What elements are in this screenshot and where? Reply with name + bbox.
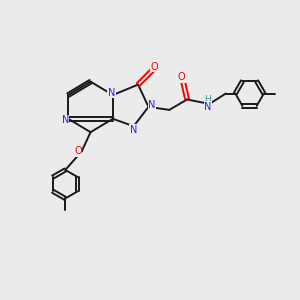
Text: O: O (74, 146, 82, 157)
Text: O: O (151, 62, 158, 72)
Text: N: N (148, 100, 156, 110)
Text: N: N (61, 115, 69, 125)
Text: H: H (205, 95, 211, 104)
Text: N: N (130, 125, 137, 135)
Text: N: N (204, 102, 211, 112)
Text: N: N (108, 88, 115, 98)
Text: O: O (177, 72, 185, 82)
